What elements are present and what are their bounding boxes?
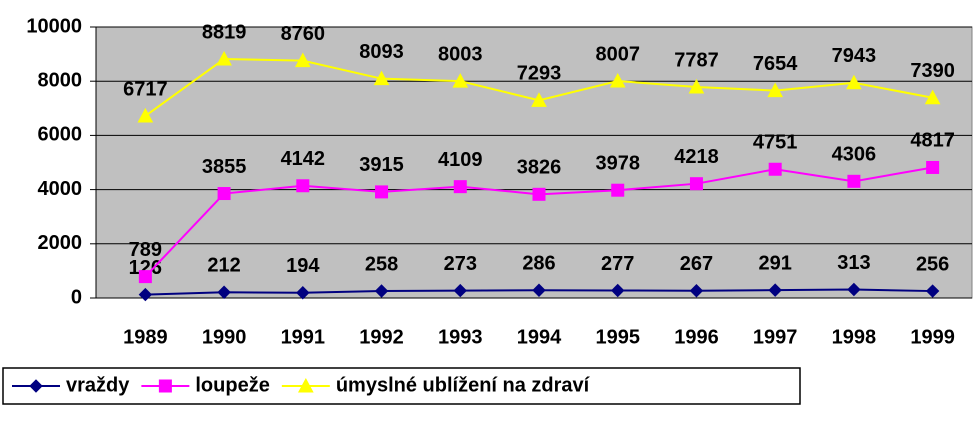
marker [294,52,311,68]
marker [217,187,231,201]
y-tick-label: 2000 [38,232,83,254]
marker [453,283,467,298]
data-label: 3978 [595,152,640,174]
marker [924,89,941,105]
x-tick-label: 1995 [595,326,640,348]
marker [138,287,153,302]
data-label: 258 [365,253,398,275]
marker [532,283,546,297]
data-label: 6717 [123,78,168,100]
data-label: 267 [680,253,713,275]
legend-label: úmyslné ublížení na zdraví [336,374,591,396]
marker [611,183,625,197]
marker [689,177,703,191]
data-label: 194 [286,255,320,277]
marker [296,286,310,300]
data-label: 3826 [517,157,562,179]
data-label: 291 [758,252,791,274]
marker [926,160,940,174]
data-label: 4142 [281,148,326,170]
marker [688,78,705,94]
data-label: 126 [129,257,162,279]
marker [689,284,704,298]
data-label: 4306 [832,144,877,166]
data-label: 7943 [832,45,877,67]
x-tick-label: 1989 [123,326,168,348]
data-label: 8003 [438,43,483,65]
marker [846,74,862,90]
marker [532,187,546,201]
marker [137,107,154,123]
data-label: 212 [207,255,240,277]
marker [925,284,940,298]
data-label: 3855 [202,156,247,178]
marker [767,82,784,98]
marker [768,283,782,297]
data-label: 286 [522,253,555,275]
data-label: 7390 [910,60,955,82]
legend-label: loupeže [195,374,269,396]
x-tick-label: 1998 [832,326,877,348]
marker [847,174,861,188]
marker [453,180,467,194]
data-label: 8819 [202,21,247,43]
legend-marker [158,379,172,393]
marker [847,282,861,297]
marker [531,92,547,107]
x-tick-label: 1999 [910,326,955,348]
data-label: 277 [601,253,634,275]
data-label: 4109 [438,149,483,171]
legend-marker [29,379,43,393]
marker [217,285,231,299]
data-label: 3915 [359,154,404,176]
marker [373,70,390,86]
data-label: 7787 [674,49,719,71]
marker [452,73,469,88]
legend-marker [297,377,314,393]
x-tick-label: 1993 [438,326,483,348]
y-tick-label: 0 [71,286,82,308]
data-label: 8760 [281,23,326,45]
x-tick-label: 1994 [517,326,562,348]
data-label: 4218 [674,146,719,168]
data-label: 7293 [517,63,562,85]
plot-area [95,26,973,299]
marker [768,162,782,176]
y-tick-label: 6000 [38,124,83,146]
marker [138,270,152,284]
x-tick-label: 1990 [202,326,247,348]
data-label: 7654 [753,53,798,75]
marker [374,284,389,298]
x-tick-label: 1991 [281,326,326,348]
data-label: 313 [837,252,870,274]
x-tick-label: 1997 [753,326,798,348]
legend-label: vraždy [66,374,130,396]
data-label: 8007 [595,43,640,65]
marker [375,185,389,199]
legend [2,367,801,405]
y-tick-label: 8000 [38,69,83,91]
marker [611,283,625,298]
x-tick-label: 1992 [359,326,404,348]
data-label: 4817 [910,130,955,152]
data-label: 4751 [753,132,798,154]
x-tick-label: 1996 [674,326,719,348]
data-label: 8093 [359,41,404,63]
data-label: 256 [916,253,949,275]
y-tick-label: 4000 [38,178,83,200]
y-tick-label: 10000 [26,15,82,37]
marker [296,179,310,193]
data-label: 273 [444,253,477,275]
data-label: 789 [129,239,162,261]
marker [216,50,232,66]
marker [609,72,626,88]
